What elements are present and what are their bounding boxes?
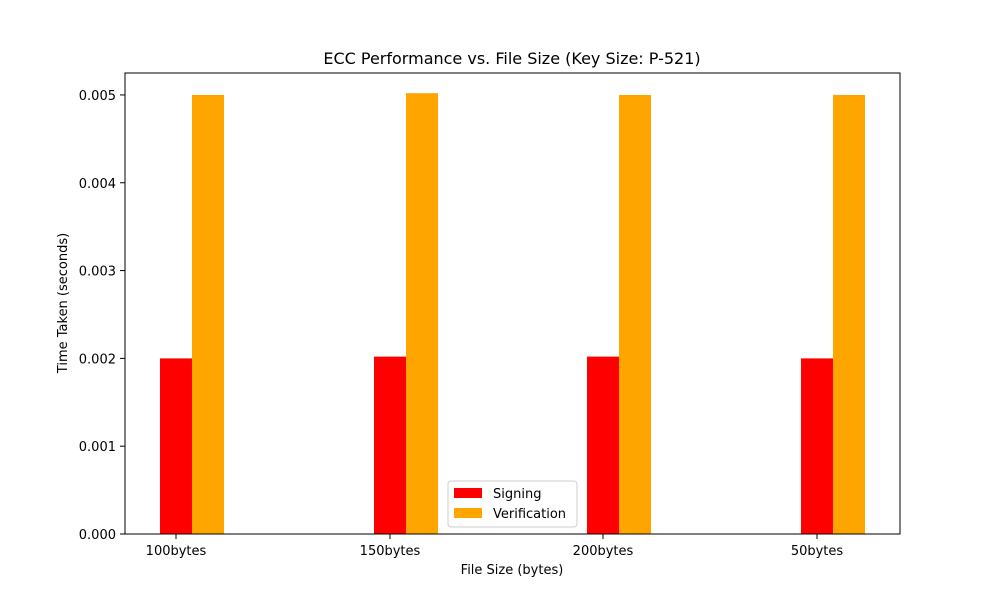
x-tick-label: 150bytes [360,544,421,559]
x-tick-label: 200bytes [573,544,634,559]
y-axis: 0.000 0.001 0.002 0.003 0.004 0.005 [79,89,125,543]
x-axis-label: File Size (bytes) [461,563,564,578]
y-tick-label: 0.004 [79,177,116,192]
chart-title: ECC Performance vs. File Size (Key Size:… [323,49,700,68]
bar-signing-100bytes [160,358,192,534]
bar-verification-50bytes [833,94,865,534]
legend-label-verification: Verification [493,507,566,522]
bar-signing-150bytes [374,356,406,534]
bar-signing-50bytes [801,358,833,534]
x-tick-label: 50bytes [791,544,844,559]
y-tick-label: 0.005 [79,89,116,104]
y-tick-label: 0.001 [79,440,116,455]
bar-signing-200bytes [587,356,619,534]
bar-verification-100bytes [192,94,224,534]
x-tick-label: 100bytes [146,544,207,559]
legend-label-signing: Signing [493,487,541,502]
x-axis: 100bytes 150bytes 200bytes 50bytes [146,534,844,559]
bars-group [160,93,865,534]
legend-swatch-signing [454,488,482,498]
y-tick-label: 0.002 [79,352,116,367]
y-axis-label: Time Taken (seconds) [56,233,71,374]
y-tick-label: 0.000 [79,528,116,543]
y-tick-label: 0.003 [79,265,116,280]
legend: Signing Verification [447,480,578,528]
bar-verification-150bytes [406,93,438,534]
bar-verification-200bytes [619,94,651,534]
legend-swatch-verification [454,508,482,518]
plot-frame [124,72,901,535]
